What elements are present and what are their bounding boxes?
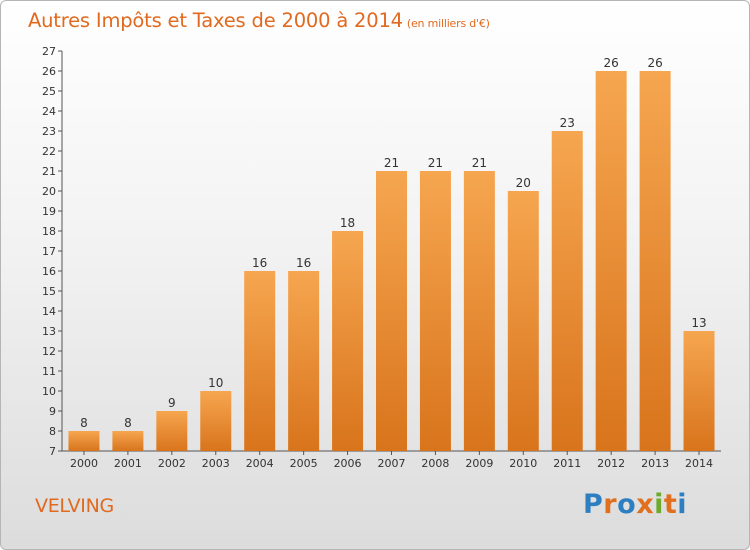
- bars: [68, 71, 715, 451]
- bar: [376, 171, 407, 451]
- bar: [507, 191, 539, 451]
- bar-value-label: 16: [252, 256, 267, 270]
- bar: [68, 431, 100, 451]
- y-tick-label: 13: [42, 325, 56, 338]
- y-tick-label: 18: [42, 225, 56, 238]
- bar-value-label: 18: [340, 216, 355, 230]
- bar: [200, 391, 232, 451]
- bar-value-label: 10: [208, 376, 223, 390]
- bar: [639, 71, 671, 451]
- bar: [112, 431, 144, 451]
- bar-value-label: 21: [428, 156, 443, 170]
- y-tick-label: 16: [42, 265, 56, 278]
- bar-value-label: 26: [604, 56, 619, 70]
- y-tick-label: 17: [42, 245, 56, 258]
- y-tick-label: 15: [42, 285, 56, 298]
- chart-unit: (en milliers d'€): [406, 17, 490, 30]
- y-tick-label: 22: [42, 145, 56, 158]
- bar: [419, 171, 451, 451]
- x-tick-label: 2001: [114, 457, 142, 470]
- bar: [244, 271, 276, 451]
- bar-value-label: 8: [124, 416, 132, 430]
- x-tick-label: 2011: [553, 457, 581, 470]
- logo-letter: i: [654, 489, 664, 520]
- bar: [551, 131, 583, 451]
- x-tick-label: 2010: [509, 457, 537, 470]
- bar: [156, 411, 188, 451]
- bar-value-label: 21: [384, 156, 399, 170]
- bar-value-label: 8: [80, 416, 88, 430]
- y-tick-label: 8: [49, 425, 56, 438]
- data-labels: 8 8 9 10 16 16 18 21 21 21 20 23 26 26 13: [80, 56, 707, 430]
- y-tick-label: 25: [42, 85, 56, 98]
- bar: [463, 171, 495, 451]
- bar-value-label: 23: [560, 116, 575, 130]
- x-tick-label: 2004: [246, 457, 274, 470]
- logo-letter: r: [603, 489, 618, 520]
- logo-letter: i: [677, 489, 688, 520]
- x-tick-label: 2013: [641, 457, 669, 470]
- y-tick-label: 11: [42, 365, 56, 378]
- x-tick-label: 2003: [202, 457, 230, 470]
- x-tick-label: 2000: [70, 457, 98, 470]
- y-tick-label: 7: [49, 445, 56, 458]
- bar-value-label: 21: [472, 156, 487, 170]
- y-tick-label: 20: [42, 185, 56, 198]
- y-tick-label: 14: [42, 305, 56, 318]
- bar-value-label: 26: [647, 56, 662, 70]
- bar: [595, 71, 627, 451]
- bar-value-label: 16: [296, 256, 311, 270]
- bar-value-label: 20: [516, 176, 531, 190]
- logo-letter: t: [663, 489, 678, 520]
- y-tick-label: 9: [49, 405, 56, 418]
- y-tick-label: 27: [42, 45, 56, 58]
- y-tick-label: 10: [42, 385, 56, 398]
- bar: [683, 331, 715, 451]
- chart-title: Autres Impôts et Taxes de 2000 à 2014 (en…: [28, 9, 490, 32]
- x-tick-label: 2007: [378, 457, 406, 470]
- y-tick-label: 12: [42, 345, 56, 358]
- bar: [332, 231, 364, 451]
- x-tick-label: 2014: [685, 457, 713, 470]
- x-tick-label: 2009: [465, 457, 493, 470]
- bar: [288, 271, 320, 451]
- bar-value-label: 13: [691, 316, 706, 330]
- x-tick-label: 2006: [334, 457, 362, 470]
- logo-letter: o: [617, 489, 637, 520]
- y-tick-label: 21: [42, 165, 56, 178]
- proxiti-logo: Proxiti: [583, 489, 687, 520]
- logo-letter: x: [636, 489, 655, 520]
- y-tick-label: 26: [42, 65, 56, 78]
- x-tick-label: 2008: [421, 457, 449, 470]
- bar-value-label: 9: [168, 396, 176, 410]
- place-name: VELVING: [35, 495, 114, 517]
- y-tick-label: 24: [42, 105, 56, 118]
- x-tick-label: 2005: [290, 457, 318, 470]
- logo-letter: P: [583, 489, 604, 520]
- y-tick-label: 19: [42, 205, 56, 218]
- y-tick-label: 23: [42, 125, 56, 138]
- x-tick-label: 2002: [158, 457, 186, 470]
- x-tick-label: 2012: [597, 457, 625, 470]
